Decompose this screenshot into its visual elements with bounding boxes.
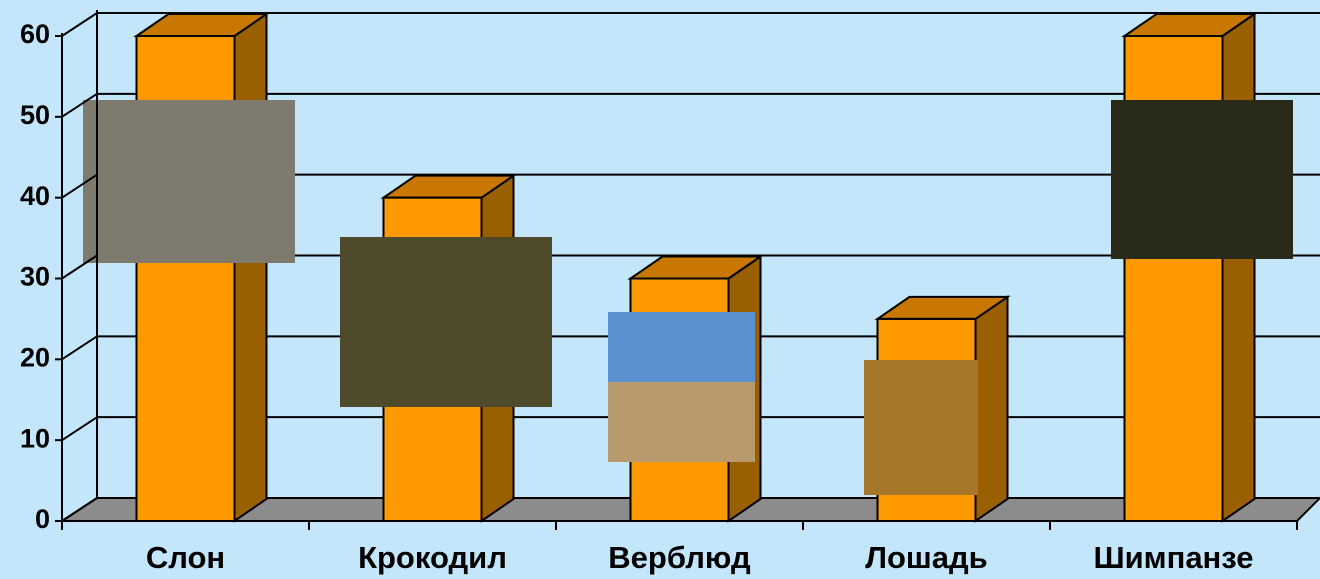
- y-tick-label: 30: [20, 262, 50, 292]
- y-tick-label: 60: [20, 19, 50, 49]
- x-tick-label: Верблюд: [608, 540, 751, 575]
- bar-side: [976, 297, 1008, 521]
- bar-side: [235, 14, 267, 521]
- camel-photo-ground: [608, 382, 755, 462]
- camel-photo-sky: [608, 312, 755, 382]
- y-tick-label: 20: [20, 342, 50, 372]
- bar-side: [1223, 14, 1255, 521]
- x-tick-label: Крокодил: [358, 540, 507, 575]
- x-tick-label: Шимпанзе: [1093, 540, 1253, 575]
- crocodile-photo: [340, 237, 552, 407]
- y-tick-label: 10: [20, 423, 50, 453]
- y-tick-label: 50: [20, 100, 50, 130]
- x-tick-label: Слон: [146, 540, 225, 575]
- horse-photo: [864, 360, 978, 495]
- chart: 0 10 20 30 40 50 60 Слон Крокодил Верблюд Лошадь Ши…: [0, 0, 1320, 579]
- chimpanzee-photo: [1111, 100, 1293, 259]
- x-tick-label: Лошадь: [865, 540, 988, 575]
- elephant-photo: [83, 100, 295, 263]
- y-tick-label: 0: [35, 504, 50, 534]
- y-tick-label: 40: [20, 181, 50, 211]
